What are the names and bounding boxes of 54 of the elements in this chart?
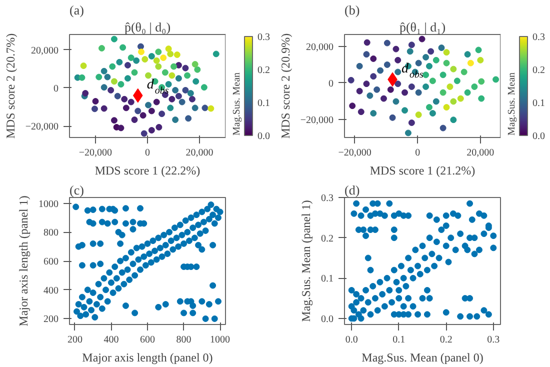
x-tick-label: −20,000 [338, 148, 372, 158]
x-tick-label: 0.2 [440, 334, 452, 346]
color-bar-label: 0.3 [532, 32, 545, 43]
y-tick-label: 600 [44, 256, 58, 268]
text: (b) [344, 2, 360, 18]
y-tick-label: 0 [54, 83, 58, 94]
y-tick-label: 20,000 [31, 45, 58, 56]
x-tick-label: 20,000 [466, 148, 494, 158]
x-axis-title: MDS score 1 (21.2%) [370, 164, 476, 178]
text: (c) [70, 182, 84, 198]
color-bar-label: 0.2 [258, 65, 270, 76]
y-tick-label: 0.3 [321, 193, 334, 204]
x-tick-label: 0.0 [345, 334, 358, 346]
annotation: (d) [344, 182, 360, 198]
y-tick-label: −20,000 [300, 114, 334, 126]
color-bar-title: Mag.Sus. Mean [232, 72, 242, 136]
x-tick-label: 200 [67, 334, 82, 346]
x-tick-label: 800 [176, 334, 192, 346]
x-tick-label: 1000 [210, 334, 230, 346]
x-tick-label: 0.1 [392, 334, 406, 346]
x-axis-title: MDS score 1 (22.2%) [94, 164, 200, 178]
x-tick-label: 400 [104, 334, 119, 346]
y-tick-label: 0 [328, 78, 334, 90]
color-bar-label: 0.3 [258, 32, 270, 43]
y-axis-title: Mag.Sus. Mean (panel 1) [299, 200, 313, 322]
y-tick-label: 20,000 [306, 42, 334, 54]
x-axis-title: Major axis length (panel 0) [82, 350, 213, 364]
x-axis-title: Mag.Sus. Mean (panel 0) [362, 350, 484, 364]
color-bar-title: Mag.Sus. Mean [506, 72, 518, 136]
x-tick-label: −20,000 [78, 148, 112, 158]
color-bar-label: 0.0 [258, 131, 270, 142]
y-tick-label: 800 [44, 228, 58, 239]
y-axis-title: Major axis length (panel 1) [16, 196, 30, 326]
text: (a) [70, 2, 84, 18]
x-tick-label: 0 [415, 148, 420, 158]
y-tick-label: 1000 [38, 198, 58, 210]
y-tick-label: 400 [44, 285, 58, 296]
y-tick-label: 0.0 [321, 314, 334, 325]
y-axis-title: MDS score 2 (20.7%) [3, 33, 18, 139]
y-tick-label: −20,000 [25, 122, 58, 133]
y-tick-label: 0.1 [321, 274, 334, 285]
chart-title: p̂(θ₁ | d₁) [399, 20, 446, 34]
x-tick-label: 0.3 [487, 334, 500, 346]
chart-title: p̂(θ₀ | d₀) [124, 20, 171, 34]
x-tick-label: 0 [145, 148, 150, 158]
color-bar-label: 0.1 [532, 98, 545, 109]
y-tick-label: 0.2 [321, 233, 334, 244]
y-tick-label: 200 [44, 314, 58, 326]
color-bar-label: 0.1 [258, 98, 270, 109]
y-axis-title: MDS score 2 (20.9%) [278, 33, 292, 139]
x-tick-label: 20,000 [186, 148, 214, 158]
color-bar-label: 0.0 [532, 131, 545, 142]
x-tick-label: 600 [140, 334, 155, 346]
color-bar-label: 0.2 [532, 65, 545, 76]
